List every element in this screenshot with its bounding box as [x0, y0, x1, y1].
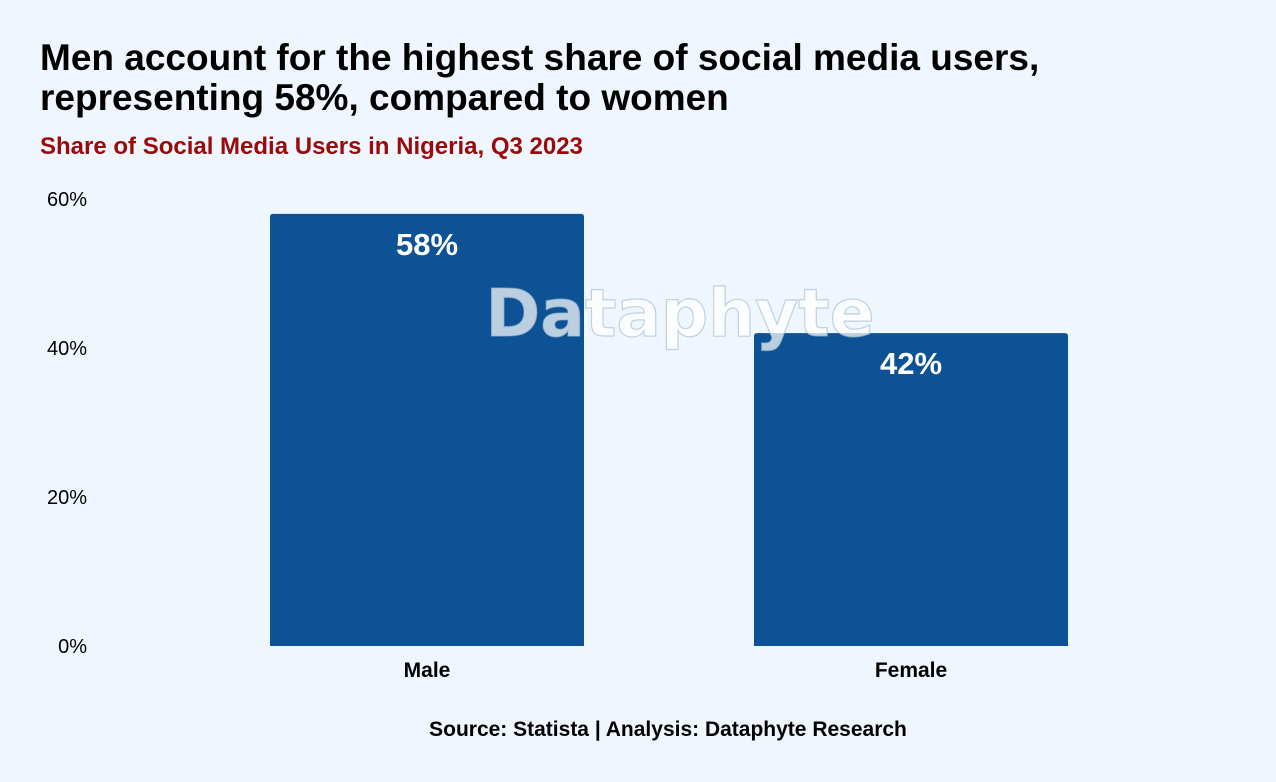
x-tick-label-male: Male [404, 659, 451, 682]
bars-group: 58% 42% [270, 213, 1068, 646]
bar-female [754, 333, 1068, 646]
y-tick-label: 0% [58, 636, 87, 658]
chart-subtitle: Share of Social Media Users in Nigeria, … [40, 133, 583, 160]
chart-title-line-1: Men account for the highest share of soc… [40, 37, 1040, 78]
x-tick-label-female: Female [875, 659, 947, 682]
source-note: Source: Statista | Analysis: Dataphyte R… [429, 718, 907, 741]
y-tick-label: 20% [47, 487, 87, 509]
watermark-logo: Dataphyte [485, 274, 875, 352]
watermark-text: Dataphyte [486, 275, 875, 352]
chart-title-line-2: representing 58%, compared to women [40, 77, 729, 118]
y-axis: 0% 20% 40% 60% [47, 189, 87, 658]
data-label-male: 58% [396, 227, 458, 262]
x-axis: Male Female [404, 659, 948, 682]
bar-male [270, 213, 584, 646]
y-tick-label: 60% [47, 189, 87, 211]
y-tick-label: 40% [47, 338, 87, 360]
data-label-female: 42% [880, 346, 942, 381]
chart-title: Men account for the highest share of soc… [40, 38, 1240, 118]
